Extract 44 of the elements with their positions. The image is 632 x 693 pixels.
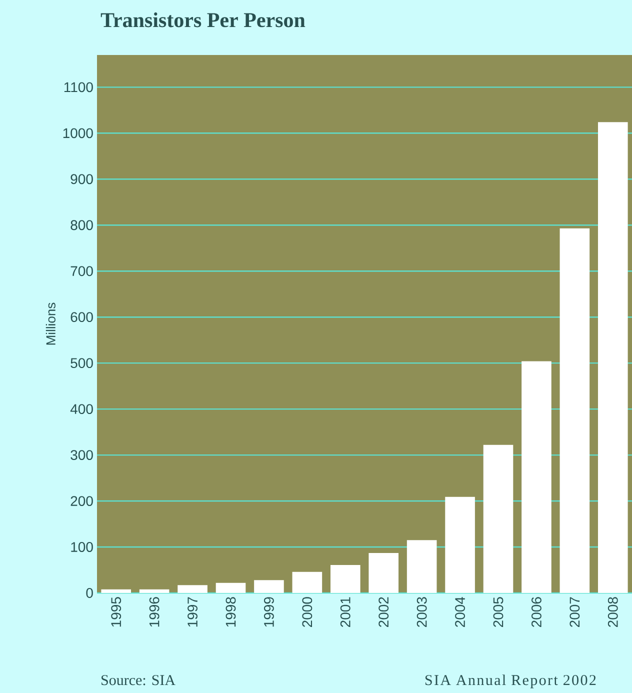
bar: [560, 228, 590, 593]
x-tick-label: 1996: [149, 597, 160, 627]
bar: [178, 585, 208, 593]
bar: [254, 580, 284, 593]
y-tick-label: 600: [70, 312, 93, 322]
bar: [445, 496, 475, 593]
bar: [292, 572, 322, 593]
y-tick-label: 100: [71, 542, 93, 552]
bar: [330, 564, 360, 593]
text: SIA Annual Report 2002: [425, 674, 596, 688]
bar: [522, 361, 552, 593]
y-tick-label: 1000: [63, 128, 93, 138]
bar: [139, 589, 170, 593]
y-axis-title: Millions: [46, 302, 56, 345]
bar: [406, 540, 437, 593]
x-tick-label: 2002: [378, 597, 389, 627]
bar: [483, 444, 514, 593]
y-tick-label: 800: [70, 220, 93, 230]
y-tick-label: 300: [70, 450, 93, 460]
x-tick-label: 1999: [264, 597, 274, 627]
y-tick-label: 500: [70, 358, 93, 368]
bar: [101, 589, 132, 593]
bar: [216, 582, 246, 593]
x-tick-label: 2005: [493, 597, 504, 627]
x-tick-label: 1995: [111, 597, 122, 627]
x-tick-label: 1998: [226, 597, 236, 627]
x-tick-label: 2006: [532, 597, 542, 627]
x-tick-label: 2000: [302, 597, 312, 627]
x-tick-label: 2008: [608, 597, 618, 627]
y-tick-label: 900: [70, 174, 93, 184]
y-tick-label: 1100: [64, 82, 93, 92]
y-tick-label: 700: [70, 266, 93, 276]
bar: [368, 552, 399, 593]
x-tick-label: 2003: [416, 597, 427, 627]
x-tick-label: 2007: [570, 597, 580, 627]
x-tick-label: 2001: [340, 597, 350, 627]
y-tick-label: 400: [70, 404, 93, 414]
source-note: Source: SIA: [102, 675, 176, 686]
x-tick-label: 1997: [188, 597, 198, 627]
y-tick-label: 200: [70, 496, 93, 506]
x-tick-label: 2004: [455, 596, 465, 627]
y-tick-label: 0: [86, 588, 93, 598]
chart-title: Transistors Per Person: [100, 12, 306, 28]
bar: [598, 122, 628, 593]
